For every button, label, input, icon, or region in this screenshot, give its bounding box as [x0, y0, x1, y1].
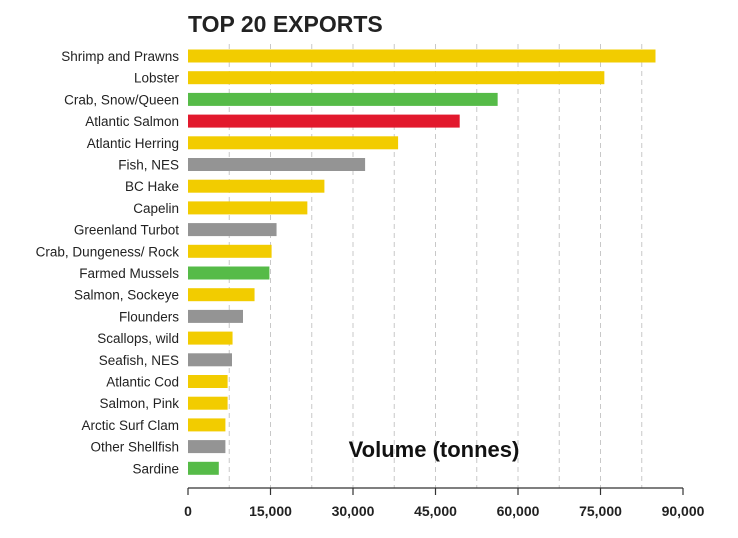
- category-label: Capelin: [133, 201, 179, 216]
- bar: [188, 353, 232, 367]
- bars: [188, 49, 656, 475]
- x-tick-label: 15,000: [249, 503, 292, 519]
- category-label: Arctic Surf Clam: [81, 418, 179, 433]
- category-label: Atlantic Cod: [106, 375, 179, 390]
- chart-title: TOP 20 EXPORTS: [188, 11, 383, 37]
- bar: [188, 440, 226, 454]
- bar: [188, 396, 228, 410]
- bar: [188, 223, 277, 237]
- bar: [188, 288, 255, 302]
- bar: [188, 375, 228, 388]
- category-label: Salmon, Sockeye: [74, 288, 179, 303]
- category-label: BC Hake: [125, 179, 179, 194]
- x-axis-title: Volume (tonnes): [349, 437, 520, 462]
- bar: [188, 266, 270, 280]
- bar: [188, 418, 226, 432]
- x-tick-label: 0: [184, 503, 192, 519]
- x-tick-label: 60,000: [497, 503, 540, 519]
- bar: [188, 114, 460, 128]
- category-label: Crab, Dungeness/ Rock: [36, 244, 180, 259]
- bar: [188, 201, 308, 215]
- category-label: Atlantic Herring: [87, 136, 179, 151]
- category-label: Greenland Turbot: [74, 223, 179, 238]
- x-tick-label: 30,000: [332, 503, 375, 519]
- category-label: Salmon, Pink: [99, 396, 179, 411]
- category-label: Other Shellfish: [90, 440, 179, 455]
- category-label: Atlantic Salmon: [85, 114, 179, 129]
- bar: [188, 309, 243, 323]
- x-tick-label: 75,000: [579, 503, 622, 519]
- gridlines: [228, 44, 643, 488]
- bar: [188, 331, 233, 345]
- x-axis-ticks: 0 15,000 30,000 45,000 60,000 75,000 90,000: [184, 488, 705, 519]
- bar: [188, 461, 219, 475]
- category-label: Fish, NES: [118, 158, 179, 173]
- category-labels: Shrimp and Prawns Lobster Crab, Snow/Queen…: [36, 49, 180, 476]
- x-tick-label: 45,000: [414, 503, 457, 519]
- x-tick-label: 90,000: [662, 503, 705, 519]
- bar: [188, 92, 498, 106]
- category-label: Crab, Snow/Queen: [64, 92, 179, 107]
- bar: [188, 71, 605, 85]
- category-label: Shrimp and Prawns: [61, 49, 179, 64]
- category-label: Scallops, wild: [97, 331, 179, 346]
- bar: [188, 136, 399, 150]
- bar: [188, 158, 366, 171]
- category-label: Flounders: [119, 309, 179, 324]
- category-label: Seafish, NES: [99, 353, 179, 368]
- category-label: Farmed Mussels: [79, 266, 179, 281]
- bar: [188, 244, 272, 258]
- bar: [188, 179, 325, 193]
- bar: [188, 49, 656, 63]
- category-label: Sardine: [132, 461, 179, 476]
- category-label: Lobster: [134, 71, 180, 86]
